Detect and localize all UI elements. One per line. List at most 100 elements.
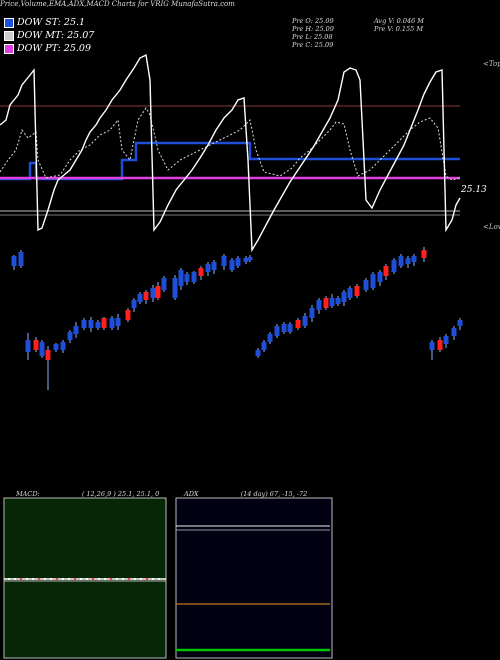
candle-body (295, 320, 301, 328)
adx-title: ADX (14 day) 67, -15, -72 (184, 490, 307, 498)
candle-body (109, 318, 115, 328)
macd-histogram-bar (44, 578, 46, 580)
candle-body (95, 322, 101, 328)
legend-swatch-dow-mt (4, 30, 14, 41)
candle-body (302, 316, 308, 326)
legend-label-dow-pt: DOW PT: 25.09 (17, 43, 91, 54)
last-price-label: 25.13 (460, 185, 487, 195)
candle-body (457, 320, 463, 326)
macd-histogram-bar (68, 578, 70, 580)
candle-body (370, 274, 376, 288)
candle-body (221, 256, 227, 266)
candle-body (235, 258, 241, 266)
candle-body (437, 340, 443, 350)
macd-histogram-bar (92, 578, 94, 580)
macd-histogram-bar (86, 578, 88, 580)
macd-histogram-bar (122, 578, 124, 580)
candle-body (335, 298, 341, 304)
candle-body (53, 344, 59, 350)
lines-layer (0, 53, 461, 253)
candle-body (172, 278, 178, 298)
macd-panel (3, 497, 167, 659)
candle-body (81, 320, 87, 328)
candle-body (115, 318, 121, 326)
candle-body (405, 258, 411, 264)
legend-label-dow-mt: DOW MT: 25.07 (17, 30, 95, 41)
macd-histogram-bar (152, 578, 154, 580)
candle-body (150, 288, 156, 298)
macd-label: MACD: (16, 490, 40, 498)
legend-swatch-dow-st (4, 17, 14, 28)
candle-body (287, 324, 293, 332)
macd-histogram-bar (104, 578, 106, 580)
macd-histogram-bar (62, 578, 64, 580)
macd-histogram-bar (128, 578, 130, 580)
candle-body (131, 300, 137, 308)
macd-histogram-bar (134, 578, 136, 580)
dow-st-line (0, 141, 460, 181)
candle-body (184, 274, 190, 282)
candle-body (347, 288, 353, 298)
stat-prev-open: Pre O: 25.09 (292, 17, 334, 25)
adx-params: (14 day) 67, -15, -72 (240, 490, 308, 498)
adx-panel-bg (175, 497, 333, 659)
macd-histogram-bar (14, 578, 16, 580)
candle-body (421, 250, 427, 258)
candle-body (329, 298, 335, 306)
macd-histogram-bar (38, 578, 40, 580)
candle-body (383, 266, 389, 276)
dow-mt-line (0, 107, 461, 181)
macd-title: MACD: ( 12,26,9 ) 25.1, 25.1, 0 (16, 490, 159, 498)
macd-histogram-bar (140, 578, 142, 580)
candle-body (377, 272, 383, 282)
macd-histogram (8, 578, 160, 580)
candle-body (67, 332, 73, 340)
macd-panel-bg (3, 497, 167, 659)
candle-body (398, 256, 404, 266)
oscillator-line (0, 53, 461, 253)
stat-prev-volume: Pre V: 0.155 M (374, 25, 424, 33)
legend-item-dow-mt: DOW MT: 25.07 (4, 30, 94, 42)
candle-body (25, 340, 31, 352)
chart-title: Price,Volume,EMA,ADX,MACD Charts for VRI… (0, 0, 235, 8)
candle-body (125, 310, 131, 320)
candle-body (73, 326, 79, 334)
legend-item-dow-pt: DOW PT: 25.09 (4, 43, 91, 55)
candle-body (18, 252, 24, 266)
macd-histogram-bar (50, 578, 52, 580)
candle-body (247, 257, 253, 260)
candle-body (198, 268, 204, 276)
candle-body (281, 324, 287, 332)
stat-prev-high: Pre H: 25.09 (292, 25, 334, 33)
candle-body (309, 308, 315, 318)
candle-body (39, 342, 45, 356)
macd-histogram-bar (74, 578, 76, 580)
axis-lows-label: <Lows (483, 223, 500, 231)
candles-layer (11, 247, 463, 390)
candle-body (45, 350, 51, 360)
macd-histogram-bar (158, 578, 160, 580)
candle-body (255, 350, 261, 356)
candle-body (11, 256, 17, 266)
candle-body (391, 260, 397, 272)
candle-body (33, 340, 39, 350)
legend-label-dow-st: DOW ST: 25.1 (17, 17, 86, 28)
macd-histogram-bar (32, 578, 34, 580)
macd-histogram-bar (116, 578, 118, 580)
candle-body (451, 328, 457, 336)
candle-body (274, 326, 280, 336)
macd-histogram-bar (26, 578, 28, 580)
macd-histogram-bar (98, 578, 100, 580)
candle-body (161, 278, 167, 290)
macd-histogram-bar (110, 578, 112, 580)
candle-body (60, 342, 66, 350)
macd-params: ( 12,26,9 ) 25.1, 25.1, 0 (81, 490, 160, 498)
candle-body (267, 334, 273, 342)
stat-prev-low: Pre L: 25.08 (292, 33, 333, 41)
candle-body (155, 286, 161, 298)
candle-body (178, 270, 184, 286)
adx-panel (175, 497, 333, 659)
macd-histogram-bar (8, 578, 10, 580)
stat-prev-close: Pre C: 25.09 (292, 41, 334, 49)
